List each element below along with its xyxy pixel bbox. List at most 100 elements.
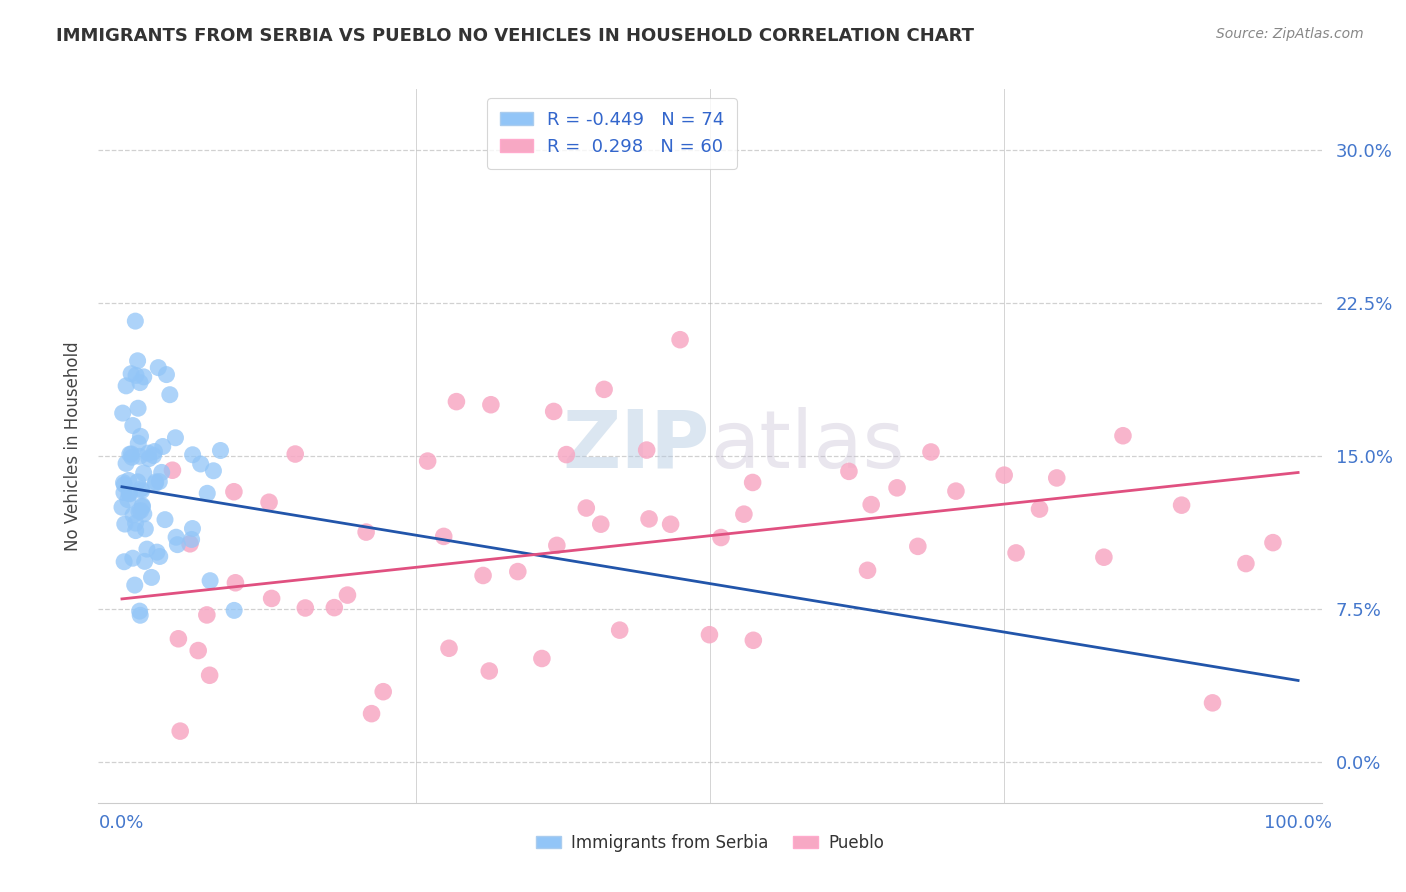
Point <box>152 440 174 454</box>
Point <box>260 591 283 606</box>
Point <box>446 394 468 409</box>
Point <box>165 431 187 445</box>
Point <box>1092 550 1115 565</box>
Point <box>118 447 141 461</box>
Point <box>1170 498 1192 512</box>
Point <box>114 517 136 532</box>
Point <box>838 464 860 478</box>
Point <box>546 538 568 552</box>
Point <box>433 529 456 543</box>
Point <box>115 379 138 393</box>
Point <box>180 533 202 547</box>
Point <box>129 429 152 443</box>
Point <box>181 448 204 462</box>
Point <box>155 368 177 382</box>
Point <box>699 628 721 642</box>
Point <box>593 383 616 397</box>
Point <box>131 483 153 498</box>
Point <box>284 447 307 461</box>
Point <box>224 603 246 617</box>
Point <box>134 554 156 568</box>
Point <box>416 454 439 468</box>
Text: atlas: atlas <box>710 407 904 485</box>
Point <box>479 398 502 412</box>
Point <box>1261 535 1284 549</box>
Point <box>506 565 529 579</box>
Point <box>166 538 188 552</box>
Point <box>209 443 232 458</box>
Point <box>118 486 141 500</box>
Y-axis label: No Vehicles in Household: No Vehicles in Household <box>63 341 82 551</box>
Point <box>117 492 139 507</box>
Point <box>132 466 155 480</box>
Point <box>1112 429 1135 443</box>
Point <box>198 574 221 588</box>
Point <box>131 500 153 514</box>
Point <box>543 404 565 418</box>
Point <box>609 623 631 637</box>
Point <box>122 508 145 522</box>
Point <box>1046 471 1069 485</box>
Point <box>669 333 692 347</box>
Point <box>132 507 155 521</box>
Point <box>124 516 146 530</box>
Point <box>167 632 190 646</box>
Point <box>149 549 172 564</box>
Point <box>222 484 245 499</box>
Point <box>472 568 495 582</box>
Point <box>121 418 143 433</box>
Point <box>742 633 765 648</box>
Point <box>112 555 135 569</box>
Point <box>187 643 209 657</box>
Point <box>530 651 553 665</box>
Point <box>153 513 176 527</box>
Point <box>886 481 908 495</box>
Point <box>1005 546 1028 560</box>
Point <box>636 443 658 458</box>
Point <box>124 578 146 592</box>
Point <box>134 522 156 536</box>
Point <box>128 604 150 618</box>
Point <box>127 475 149 489</box>
Point <box>336 588 359 602</box>
Point <box>179 537 201 551</box>
Point <box>733 507 755 521</box>
Point <box>124 524 146 538</box>
Text: Source: ZipAtlas.com: Source: ZipAtlas.com <box>1216 27 1364 41</box>
Point <box>111 500 134 515</box>
Point <box>128 450 150 464</box>
Point <box>129 608 152 623</box>
Point <box>124 314 146 328</box>
Point <box>138 446 160 460</box>
Point <box>120 447 142 461</box>
Point <box>1234 557 1257 571</box>
Point <box>710 531 733 545</box>
Point <box>128 504 150 518</box>
Point <box>136 542 159 557</box>
Point <box>741 475 763 490</box>
Point <box>169 724 191 739</box>
Point <box>150 466 173 480</box>
Point <box>159 387 181 401</box>
Point <box>127 401 149 416</box>
Point <box>162 463 184 477</box>
Point <box>145 476 167 491</box>
Point <box>198 668 221 682</box>
Point <box>165 530 187 544</box>
Point <box>920 445 942 459</box>
Point <box>142 449 165 463</box>
Point <box>148 475 170 489</box>
Point <box>112 485 135 500</box>
Point <box>323 600 346 615</box>
Point <box>224 575 246 590</box>
Point <box>294 601 316 615</box>
Legend: Immigrants from Serbia, Pueblo: Immigrants from Serbia, Pueblo <box>529 828 891 859</box>
Point <box>907 540 929 554</box>
Point <box>195 486 218 500</box>
Point <box>360 706 382 721</box>
Point <box>129 482 152 496</box>
Point <box>146 545 169 559</box>
Point <box>659 517 682 532</box>
Point <box>145 475 167 489</box>
Point <box>118 487 141 501</box>
